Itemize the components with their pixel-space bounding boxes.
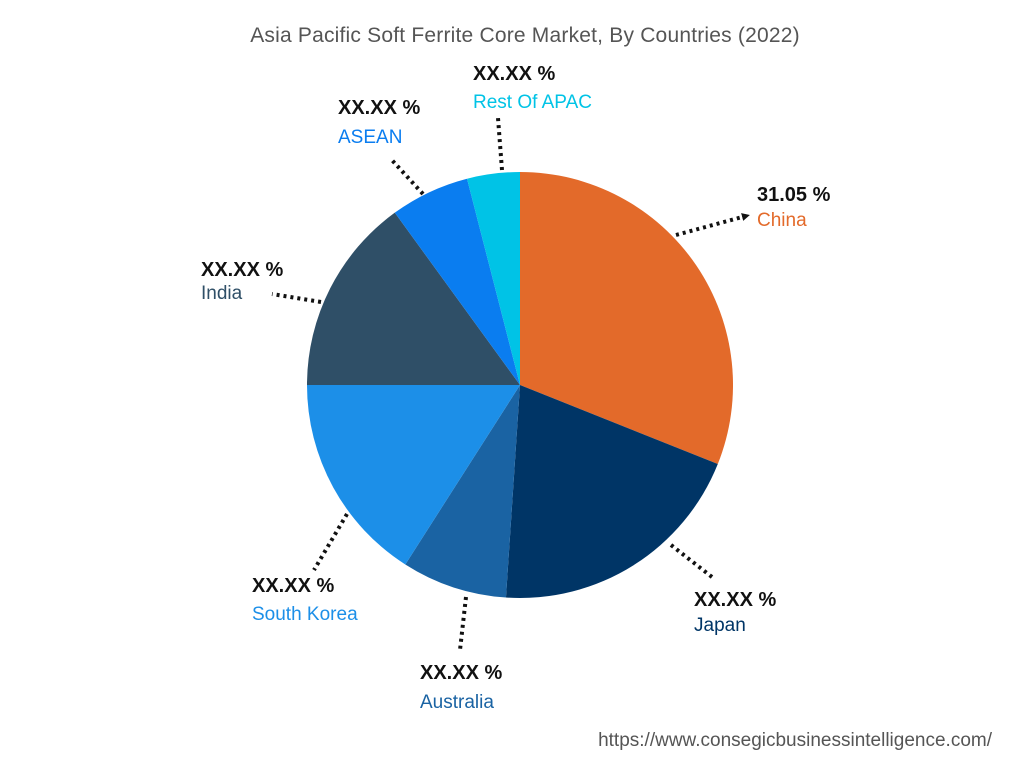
category-label-australia: Australia <box>420 692 494 713</box>
pie-slice-asean <box>394 178 520 385</box>
value-label-asean: XX.XX % <box>338 97 420 119</box>
pie-slice-south-korea <box>307 385 520 565</box>
category-label-rest-of-apac: Rest Of APAC <box>473 92 592 113</box>
leader-line-china <box>675 213 750 237</box>
leader-line-rest-of-apac <box>496 117 504 171</box>
slice-labels: 31.05 % China XX.XX % Japan XX.XX % Australia… <box>201 63 831 713</box>
value-label-china: 31.05 % <box>757 184 831 206</box>
category-label-india: India <box>201 283 243 304</box>
chart-title: Asia Pacific Soft Ferrite Core Market, B… <box>250 24 800 47</box>
pie-slices <box>307 172 734 599</box>
category-label-asean: ASEAN <box>338 127 402 148</box>
pie-slice-india <box>307 212 520 385</box>
pie-slice-australia <box>405 385 520 598</box>
pie-slice-rest-of-apac <box>467 172 520 385</box>
category-label-china: China <box>757 210 807 231</box>
leader-lines <box>271 117 750 651</box>
source-url[interactable]: https://www.consegicbusinessintelligence… <box>598 730 992 751</box>
value-label-australia: XX.XX % <box>420 662 502 684</box>
value-label-south-korea: XX.XX % <box>252 575 334 597</box>
leader-line-asean <box>388 156 425 196</box>
leader-line-australia <box>458 596 468 651</box>
category-label-south-korea: South Korea <box>252 604 358 625</box>
leader-line-south-korea <box>312 512 349 572</box>
value-label-rest-of-apac: XX.XX % <box>473 63 555 85</box>
pie-slice-china <box>520 172 734 465</box>
value-label-japan: XX.XX % <box>694 589 776 611</box>
category-label-japan: Japan <box>694 615 746 636</box>
leader-line-japan <box>669 543 714 579</box>
pie-slice-japan <box>505 385 718 599</box>
value-label-india: XX.XX % <box>201 259 283 281</box>
leader-line-india <box>271 292 322 304</box>
